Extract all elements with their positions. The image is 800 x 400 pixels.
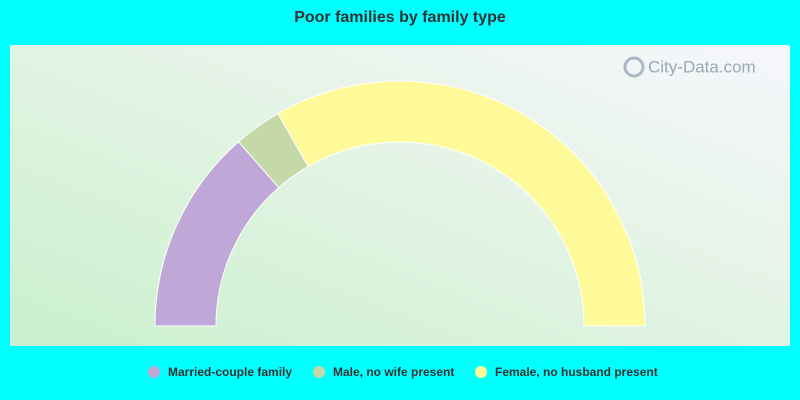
watermark-icon xyxy=(623,56,645,78)
legend-label: Female, no husband present xyxy=(495,365,658,379)
chart-title: Poor families by family type xyxy=(294,9,506,26)
slice xyxy=(277,80,646,327)
legend-label: Married-couple family xyxy=(168,365,292,379)
legend-marker xyxy=(148,366,160,378)
legend-marker xyxy=(313,366,325,378)
legend-marker xyxy=(475,366,487,378)
legend-label: Male, no wife present xyxy=(333,365,454,379)
watermark: City-Data.com xyxy=(648,57,756,76)
